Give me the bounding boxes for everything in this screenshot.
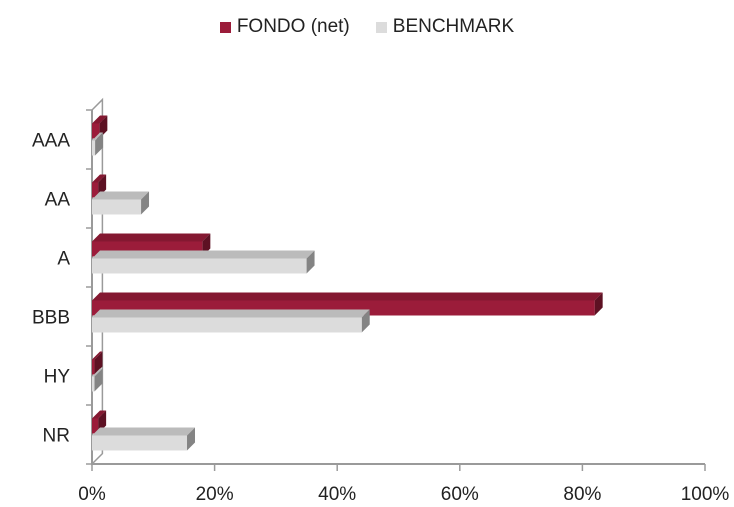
bar-top-face (92, 309, 370, 318)
bar-top-face (92, 250, 315, 259)
bar-top-face (92, 427, 196, 436)
legend-swatch-benchmark (375, 21, 387, 33)
bar-side-face (306, 250, 315, 274)
bar-side-face (94, 368, 103, 392)
bar-top-face (92, 191, 150, 200)
legend-item-benchmark[interactable]: BENCHMARK (375, 16, 515, 38)
bar-top-face (92, 115, 108, 124)
x-tick-label: 80% (563, 484, 601, 505)
bar-benchmark-aa[interactable] (92, 191, 150, 215)
bar-fondo-hy[interactable] (92, 351, 103, 375)
bar-front-face (92, 435, 188, 451)
category-label-bbb: BBB (32, 308, 70, 329)
bar-front-face (92, 123, 100, 139)
bar-side-face (141, 191, 150, 215)
bar-benchmark-aaa[interactable] (92, 132, 104, 156)
bar-front-face (92, 418, 99, 434)
bar-benchmark-bbb[interactable] (92, 309, 370, 333)
bar-front-face (92, 182, 99, 198)
bar-front-face (92, 140, 96, 156)
bar-top-face (92, 233, 211, 242)
bar-front-face (92, 376, 95, 392)
bar-side-face (594, 292, 603, 316)
x-tick-label: 40% (318, 484, 356, 505)
x-tick-label: 0% (78, 484, 106, 505)
bar-side-face (95, 132, 104, 156)
chart-axes (86, 97, 706, 471)
bar-front-face (92, 199, 142, 215)
bar-side-face (94, 351, 103, 375)
bar-benchmark-nr[interactable] (92, 427, 196, 451)
bar-benchmark-a[interactable] (92, 250, 315, 274)
bar-top-face (92, 292, 603, 301)
bar-benchmark-hy[interactable] (92, 368, 103, 392)
x-tick-label: 100% (681, 484, 730, 505)
legend: FONDO (net) BENCHMARK (0, 14, 734, 40)
category-label-aaa: AAA (32, 131, 70, 152)
bar-top-face (92, 174, 107, 183)
legend-swatch-fondo (219, 21, 231, 33)
legend-item-fondo[interactable]: FONDO (net) (219, 16, 350, 38)
category-label-aa: AA (45, 190, 71, 211)
bar-side-face (361, 309, 370, 333)
chart-bars (92, 115, 603, 451)
category-label-a: A (57, 249, 70, 270)
category-label-hy: HY (44, 367, 71, 388)
bar-front-face (92, 317, 362, 333)
bar-top-face (92, 351, 103, 360)
legend-label-benchmark: BENCHMARK (392, 16, 515, 37)
bar-side-face (187, 427, 196, 451)
bar-top-face (92, 132, 104, 141)
legend-label-fondo: FONDO (net) (236, 16, 350, 37)
category-label-nr: NR (43, 426, 70, 447)
x-tick-label: 60% (441, 484, 479, 505)
bar-front-face (92, 258, 307, 274)
x-tick-label: 20% (196, 484, 234, 505)
bar-top-face (92, 368, 103, 377)
bar-front-face (92, 359, 95, 375)
bar-top-face (92, 410, 107, 419)
